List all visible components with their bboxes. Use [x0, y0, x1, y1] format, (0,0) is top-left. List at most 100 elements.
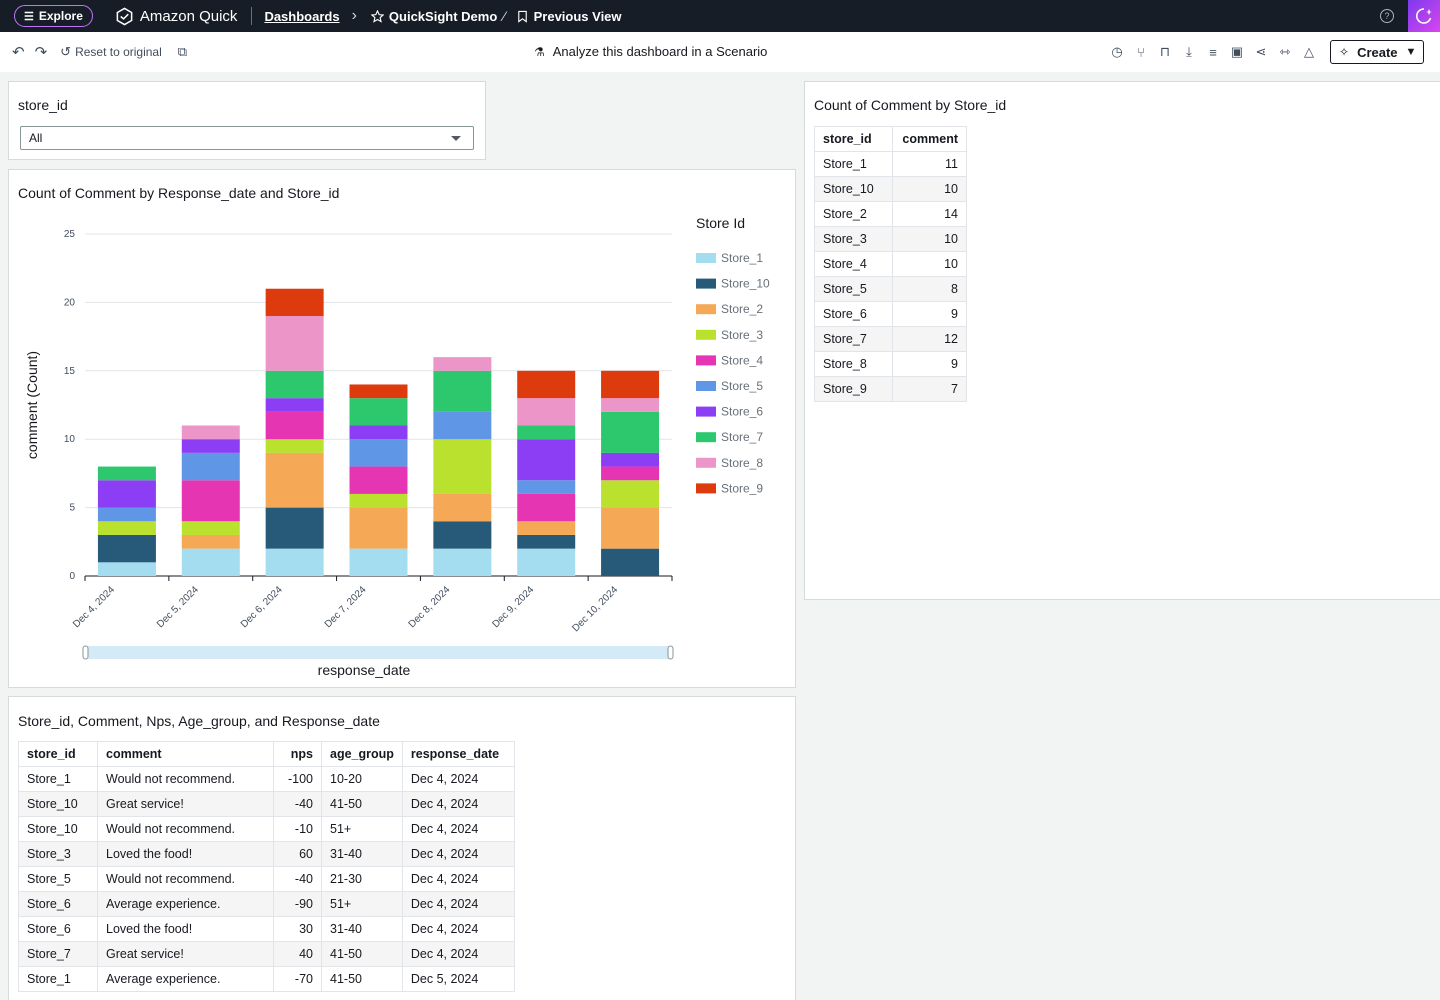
bar-segment[interactable] — [265, 452, 324, 508]
table-row[interactable]: Store_8 9 — [814, 351, 967, 377]
bar-segment[interactable] — [433, 521, 492, 549]
star-icon[interactable] — [370, 9, 384, 23]
slider-handle-right[interactable] — [667, 645, 674, 660]
legend-item-label[interactable]: Store_2 — [721, 302, 763, 316]
bar-segment[interactable] — [265, 316, 324, 371]
assistant-button[interactable] — [1408, 0, 1440, 32]
legend-swatch[interactable] — [696, 253, 716, 263]
legend-swatch[interactable] — [696, 483, 716, 494]
bar-segment[interactable] — [97, 521, 156, 535]
branch-icon[interactable]: ⑂ — [1137, 44, 1145, 60]
help-icon[interactable]: ? — [1380, 9, 1394, 23]
bar-segment[interactable] — [265, 398, 324, 412]
bar-segment[interactable] — [349, 548, 408, 576]
table-row[interactable]: Store_6 Average experience. -90 51+ Dec 4, 2… — [18, 891, 515, 917]
bar-segment[interactable] — [517, 370, 576, 399]
legend-item-label[interactable]: Store_6 — [721, 405, 763, 419]
bar-segment[interactable] — [517, 480, 576, 494]
table-row[interactable]: Store_5 Would not recommend. -40 21-30 Dec 4… — [18, 866, 515, 892]
bar-segment[interactable] — [349, 425, 408, 440]
bar-segment[interactable] — [433, 357, 492, 371]
legend-swatch[interactable] — [696, 304, 716, 315]
table-row[interactable]: Store_10 Great service! -40 41-50 Dec 4, 202… — [18, 791, 515, 817]
legend-item-label[interactable]: Store_3 — [721, 328, 763, 342]
bar-segment[interactable] — [517, 425, 576, 440]
bar-segment[interactable] — [433, 548, 492, 576]
bar-segment[interactable] — [433, 411, 492, 440]
table-row[interactable]: Store_2 14 — [814, 201, 967, 227]
bar-segment[interactable] — [265, 548, 324, 576]
app-logo[interactable]: Amazon Quick — [115, 7, 237, 26]
bar-segment[interactable] — [181, 439, 240, 453]
date-range-slider[interactable] — [86, 646, 672, 659]
legend-swatch[interactable] — [696, 457, 716, 468]
table-row[interactable]: Store_3 Loved the food! 60 31-40 Dec 4, 2024 — [18, 841, 515, 867]
bar-segment[interactable] — [601, 452, 660, 467]
table-row[interactable]: Store_1 11 — [814, 151, 967, 177]
bar-segment[interactable] — [97, 534, 156, 563]
download-icon[interactable]: ⤓ — [1186, 44, 1192, 59]
table-row[interactable]: Store_1 Would not recommend. -100 10-20 Dec … — [18, 766, 515, 792]
explore-button[interactable]: ☰ Explore — [14, 5, 93, 27]
bar-segment[interactable] — [265, 507, 324, 549]
legend-swatch[interactable] — [696, 432, 716, 443]
legend-swatch[interactable] — [696, 278, 716, 289]
bar-segment[interactable] — [349, 466, 408, 494]
previous-view-button[interactable]: Previous View — [516, 9, 622, 24]
bar-segment[interactable] — [181, 521, 240, 535]
table-row[interactable]: Store_10 10 — [814, 176, 967, 202]
table-row[interactable]: Store_7 Great service! 40 41-50 Dec 4, 2024 — [18, 941, 515, 967]
bar-segment[interactable] — [433, 370, 492, 412]
column-header-response-date[interactable]: response_date — [401, 741, 515, 767]
pencil-icon[interactable]: ⁄ — [503, 8, 506, 24]
analyze-in-scenario-button[interactable]: ⚗ Analyze this dashboard in a Scenario — [534, 44, 767, 59]
bar-segment[interactable] — [517, 398, 576, 426]
table-row[interactable]: Store_1 Average experience. -70 41-50 Dec 5,… — [18, 966, 515, 992]
bar-segment[interactable] — [97, 466, 156, 481]
column-header-store-id[interactable]: store_id — [814, 126, 893, 152]
bar-segment[interactable] — [181, 480, 240, 522]
table-row[interactable]: Store_10 Would not recommend. -10 51+ Dec 4,… — [18, 816, 515, 842]
column-header-store-id[interactable]: store_id — [18, 741, 98, 767]
table-row[interactable]: Store_6 Loved the food! 30 31-40 Dec 4, 2024 — [18, 916, 515, 942]
legend-swatch[interactable] — [696, 381, 716, 391]
legend-item-label[interactable]: Store_9 — [721, 481, 763, 495]
legend-item-label[interactable]: Store_4 — [721, 353, 763, 367]
bar-segment[interactable] — [601, 548, 660, 576]
bar-segment[interactable] — [181, 425, 240, 440]
bar-segment[interactable] — [181, 452, 240, 481]
bar-segment[interactable] — [97, 480, 156, 508]
bar-segment[interactable] — [265, 439, 324, 453]
save-icon[interactable]: ▣ — [1230, 44, 1244, 59]
bar-segment[interactable] — [349, 439, 408, 467]
table-row[interactable]: Store_7 12 — [814, 326, 967, 352]
bar-segment[interactable] — [181, 548, 240, 576]
table-row[interactable]: Store_5 8 — [814, 276, 967, 302]
bar-segment[interactable] — [601, 370, 660, 399]
bar-segment[interactable] — [601, 411, 660, 453]
visual-edit-icon[interactable]: ⧉ — [177, 44, 188, 59]
bar-segment[interactable] — [517, 439, 576, 481]
alert-bell-icon[interactable]: △ — [1304, 44, 1314, 59]
bar-segment[interactable] — [601, 507, 660, 549]
bar-segment[interactable] — [601, 466, 660, 481]
legend-item-label[interactable]: Store_1 — [721, 251, 763, 265]
create-button[interactable]: ✧ Create ▼ — [1330, 40, 1424, 64]
dashboard-name-breadcrumb[interactable]: QuickSight Demo — [370, 9, 497, 24]
bar-segment[interactable] — [517, 534, 576, 549]
dataset-icon[interactable]: ≡ — [1209, 44, 1217, 60]
legend-item-label[interactable]: Store_5 — [721, 379, 763, 393]
redo-icon[interactable]: ↷ — [34, 44, 48, 61]
column-header-comment[interactable]: comment — [892, 126, 967, 152]
share-icon[interactable]: ⋖ — [1255, 44, 1267, 59]
column-header-nps[interactable]: nps — [273, 741, 322, 767]
bar-segment[interactable] — [349, 507, 408, 549]
table-row[interactable]: Store_6 9 — [814, 301, 967, 327]
bar-segment[interactable] — [349, 493, 408, 508]
bar-segment[interactable] — [349, 398, 408, 426]
fit-width-icon[interactable]: ⇿ — [1279, 44, 1291, 59]
table-row[interactable]: Store_4 10 — [814, 251, 967, 277]
bar-segment[interactable] — [97, 562, 156, 576]
bar-segment[interactable] — [517, 521, 576, 535]
legend-item-label[interactable]: Store_7 — [721, 430, 763, 444]
